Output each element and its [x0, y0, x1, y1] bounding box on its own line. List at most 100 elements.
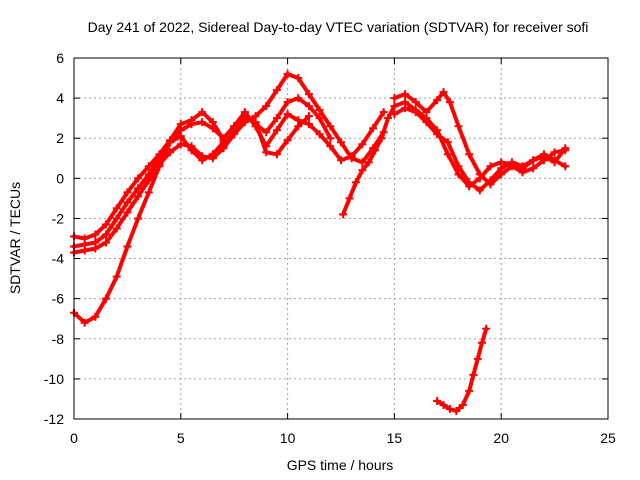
data-point	[176, 140, 185, 149]
data-point	[422, 108, 431, 117]
data-point	[433, 130, 442, 139]
data-point	[475, 186, 484, 195]
data-point	[326, 142, 335, 151]
y-tick-label: -12	[44, 411, 64, 427]
data-point	[529, 164, 538, 173]
series-track-8	[433, 324, 491, 415]
data-point	[550, 158, 559, 167]
data-point	[91, 244, 100, 253]
plot-frame	[73, 57, 609, 420]
data-point	[80, 318, 89, 327]
data-point	[377, 134, 386, 143]
data-point	[345, 194, 354, 203]
data-point	[283, 136, 292, 145]
data-point	[422, 118, 431, 127]
data-point	[315, 130, 324, 139]
x-tick-label: 0	[70, 430, 78, 446]
y-tick-label: 4	[56, 90, 64, 106]
data-point	[283, 98, 292, 107]
data-point	[134, 174, 143, 183]
data-point	[112, 214, 121, 223]
data-point	[304, 102, 313, 111]
x-tick-label: 25	[600, 430, 616, 446]
data-point	[272, 150, 281, 159]
data-point	[102, 220, 111, 229]
data-point	[364, 158, 373, 167]
data-point	[439, 400, 448, 409]
data-point	[443, 138, 452, 147]
data-point	[561, 144, 570, 153]
x-axis-label: GPS time / hours	[287, 457, 394, 473]
y-tick-label: 6	[56, 50, 64, 66]
data-point	[123, 198, 132, 207]
data-points	[70, 70, 570, 415]
data-point	[91, 312, 100, 321]
data-point	[507, 158, 516, 167]
data-point	[112, 272, 121, 281]
data-point	[411, 108, 420, 117]
data-point	[315, 106, 324, 115]
data-point	[518, 162, 527, 171]
data-point	[144, 162, 153, 171]
data-point	[123, 208, 132, 217]
data-point	[112, 224, 121, 233]
data-point	[439, 88, 448, 97]
data-point	[304, 112, 313, 121]
data-point	[529, 156, 538, 165]
data-point	[80, 246, 89, 255]
x-axis-ticks: 0 5 10 15 20 25	[70, 58, 616, 446]
data-point	[187, 120, 196, 129]
series-trace	[72, 72, 386, 255]
data-point	[469, 370, 478, 379]
data-point	[208, 150, 217, 159]
data-point	[401, 104, 410, 113]
data-point	[454, 170, 463, 179]
data-point	[454, 162, 463, 171]
data-point	[358, 140, 367, 149]
data-point	[240, 114, 249, 123]
data-point	[390, 110, 399, 119]
data-point	[475, 170, 484, 179]
data-point	[272, 86, 281, 95]
data-point	[497, 164, 506, 173]
data-point	[486, 176, 495, 185]
data-point	[465, 178, 474, 187]
data-point	[134, 192, 143, 201]
data-point	[452, 406, 461, 415]
data-point	[112, 204, 121, 213]
data-point	[134, 214, 143, 223]
data-point	[134, 184, 143, 193]
data-point	[198, 108, 207, 117]
data-point	[433, 96, 442, 105]
data-point	[433, 396, 442, 405]
data-point	[390, 102, 399, 111]
y-tick-label: -2	[52, 210, 65, 226]
series-track-4	[70, 112, 313, 327]
data-point	[539, 152, 548, 161]
data-point	[262, 148, 271, 157]
data-point	[369, 124, 378, 133]
data-point	[486, 162, 495, 171]
x-tick-label: 20	[493, 430, 509, 446]
data-point	[198, 156, 207, 165]
data-point	[251, 118, 260, 127]
data-point	[390, 94, 399, 103]
data-point	[198, 118, 207, 127]
chart-title: Day 241 of 2022, Sidereal Day-to-day VTE…	[88, 19, 589, 35]
x-tick-label: 10	[280, 430, 296, 446]
data-point	[383, 114, 392, 123]
data-point	[477, 338, 486, 347]
data-point	[445, 404, 454, 413]
y-tick-label: -10	[44, 371, 64, 387]
data-point	[155, 162, 164, 171]
data-point	[351, 178, 360, 187]
data-point	[294, 94, 303, 103]
data-point	[465, 386, 474, 395]
data-point	[347, 154, 356, 163]
data-point	[401, 90, 410, 99]
y-tick-label: 2	[56, 130, 64, 146]
data-point	[358, 166, 367, 175]
data-point	[123, 188, 132, 197]
data-point	[326, 134, 335, 143]
